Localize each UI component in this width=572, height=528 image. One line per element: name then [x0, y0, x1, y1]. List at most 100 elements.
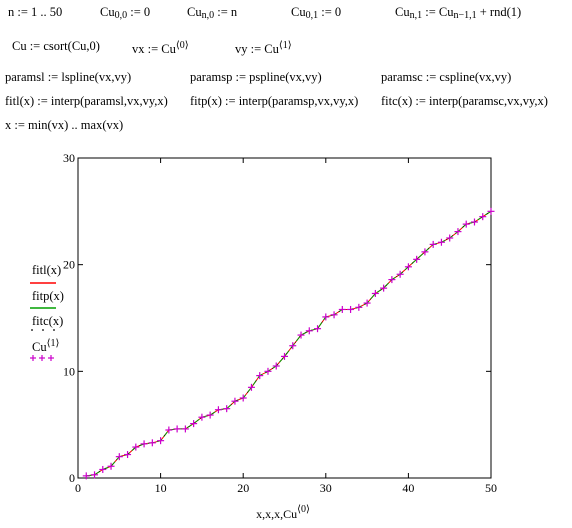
cu-data-point [338, 305, 346, 313]
cu-n-1-definition[interactable]: Cun,1 := Cun−1,1 + rnd(1) [395, 5, 521, 21]
range-definition-n[interactable]: n := 1 .. 50 [8, 5, 63, 19]
cu-data-point [289, 342, 297, 350]
x-tick-label: 20 [237, 481, 249, 495]
cu-data-point [132, 443, 140, 451]
cu-data-point [355, 303, 363, 311]
vx-definition[interactable]: vx := Cu⟨0⟩ [132, 40, 189, 58]
cu-data-point [446, 234, 454, 242]
cu-data-point [148, 439, 156, 447]
legend-cu-swatch [30, 355, 54, 361]
cu-base: Cu [187, 5, 202, 19]
cu-data-point [198, 413, 206, 421]
legend-fitc-swatch [31, 329, 55, 331]
vy-definition[interactable]: vy := Cu⟨1⟩ [235, 40, 292, 58]
y-tick-label: 0 [69, 471, 75, 485]
cu-rhs: := n [214, 5, 238, 19]
cu-rhs: := 0 [127, 5, 151, 19]
vy-column-superscript: ⟨1⟩ [278, 40, 292, 51]
paramsc-definition[interactable]: paramsc := cspline(vx,vy) [381, 70, 512, 84]
cu-data-point [115, 453, 123, 461]
fitl-definition[interactable]: fitl(x) := interp(paramsl,vx,vy,x) [5, 94, 168, 108]
cu-data-point [404, 263, 412, 271]
x-axis-label: x,x,x,Cu⟨0⟩ [256, 504, 310, 521]
y-tick-label: 10 [63, 364, 75, 378]
cu-data-point [314, 325, 322, 333]
cu-data-point [124, 451, 132, 459]
cu-base: Cu [291, 5, 306, 19]
cu-rhs: + rnd(1) [476, 5, 522, 19]
legend-fitc-label: fitc(x) [32, 314, 64, 328]
cu-data-point [181, 425, 189, 433]
fitc-definition[interactable]: fitc(x) := interp(paramsc,vx,vy,x) [381, 94, 548, 108]
cu-base: Cu [395, 5, 410, 19]
cu-subscript: 0,1 [305, 10, 319, 21]
cu-data-point [305, 327, 313, 335]
cu-data-point [487, 207, 495, 215]
x-tick-label: 40 [402, 481, 414, 495]
legend-cu-superscript: ⟨1⟩ [46, 338, 60, 349]
paramsl-definition[interactable]: paramsl := lspline(vx,vy) [5, 70, 132, 84]
cu-data-point [413, 255, 421, 263]
cu-data-point [462, 220, 470, 228]
cu-data-point [347, 305, 355, 313]
paramsp-definition[interactable]: paramsp := pspline(vx,vy) [190, 70, 322, 84]
cu-data-point [231, 397, 239, 405]
cu-subscript: n,1 [409, 10, 423, 21]
vy-lhs: vy := Cu [235, 42, 279, 56]
x-tick-label: 0 [75, 481, 81, 495]
x-range-definition[interactable]: x := min(vx) .. max(vx) [5, 118, 124, 132]
cu-data-point [206, 411, 214, 419]
legend-fitl-swatch [30, 282, 56, 284]
cu-data-point [380, 284, 388, 292]
vx-column-superscript: ⟨0⟩ [175, 40, 189, 51]
legend-cu-label: Cu⟨1⟩ [32, 338, 60, 356]
cu-subscript-prev: n−1,1 [453, 10, 477, 21]
cu-data-point [214, 406, 222, 414]
fitc-curve [86, 211, 492, 477]
cu-data-point [421, 248, 429, 256]
cu-data-point [297, 331, 305, 339]
cu-data-point [272, 362, 280, 370]
cu-n-0-definition[interactable]: Cun,0 := n [187, 5, 237, 21]
vx-lhs: vx := Cu [132, 42, 176, 56]
legend-fitl-label: fitl(x) [32, 263, 62, 277]
cu-data-point [140, 440, 148, 448]
cu-base: Cu [100, 5, 115, 19]
legend-fitp-label: fitp(x) [32, 289, 64, 303]
x-tick-label: 30 [320, 481, 332, 495]
plot-ticks: 0 10 20 30 40 50 0 10 20 30 [63, 151, 497, 495]
cu-data-point [173, 425, 181, 433]
cu-data-point [371, 289, 379, 297]
cu-data-point [256, 372, 264, 380]
plot-markers [82, 207, 495, 480]
fitp-curve [86, 210, 492, 477]
fitl-curve [86, 210, 492, 477]
cu-data-point [165, 426, 173, 434]
cu-data-point [239, 394, 247, 402]
cu-data-point [264, 367, 272, 375]
cu-data-point [247, 383, 255, 391]
csort-definition[interactable]: Cu := csort(Cu,0) [12, 39, 100, 53]
cu-data-point [190, 420, 198, 428]
cu-data-point [330, 311, 338, 319]
cu-data-point [388, 276, 396, 284]
cu-data-point [82, 472, 90, 480]
cu-0-0-definition[interactable]: Cu0,0 := 0 [100, 5, 150, 21]
cu-subscript: 0,0 [114, 10, 128, 21]
cu-rhs: := 0 [318, 5, 342, 19]
cu-0-1-definition[interactable]: Cu0,1 := 0 [291, 5, 341, 21]
cu-data-point [223, 405, 231, 413]
cu-data-point [429, 240, 437, 248]
y-tick-label: 20 [63, 258, 75, 272]
plot-frame [77, 157, 492, 479]
cu-data-point [91, 471, 99, 479]
x-tick-label: 10 [155, 481, 167, 495]
fitp-definition[interactable]: fitp(x) := interp(paramsp,vx,vy,x) [190, 94, 359, 108]
cu-data-point [157, 437, 165, 445]
cu-data-point [479, 213, 487, 221]
cu-data-point [363, 299, 371, 307]
cu-data-point [99, 465, 107, 473]
y-tick-label: 30 [63, 151, 75, 165]
x-tick-label: 50 [485, 481, 497, 495]
